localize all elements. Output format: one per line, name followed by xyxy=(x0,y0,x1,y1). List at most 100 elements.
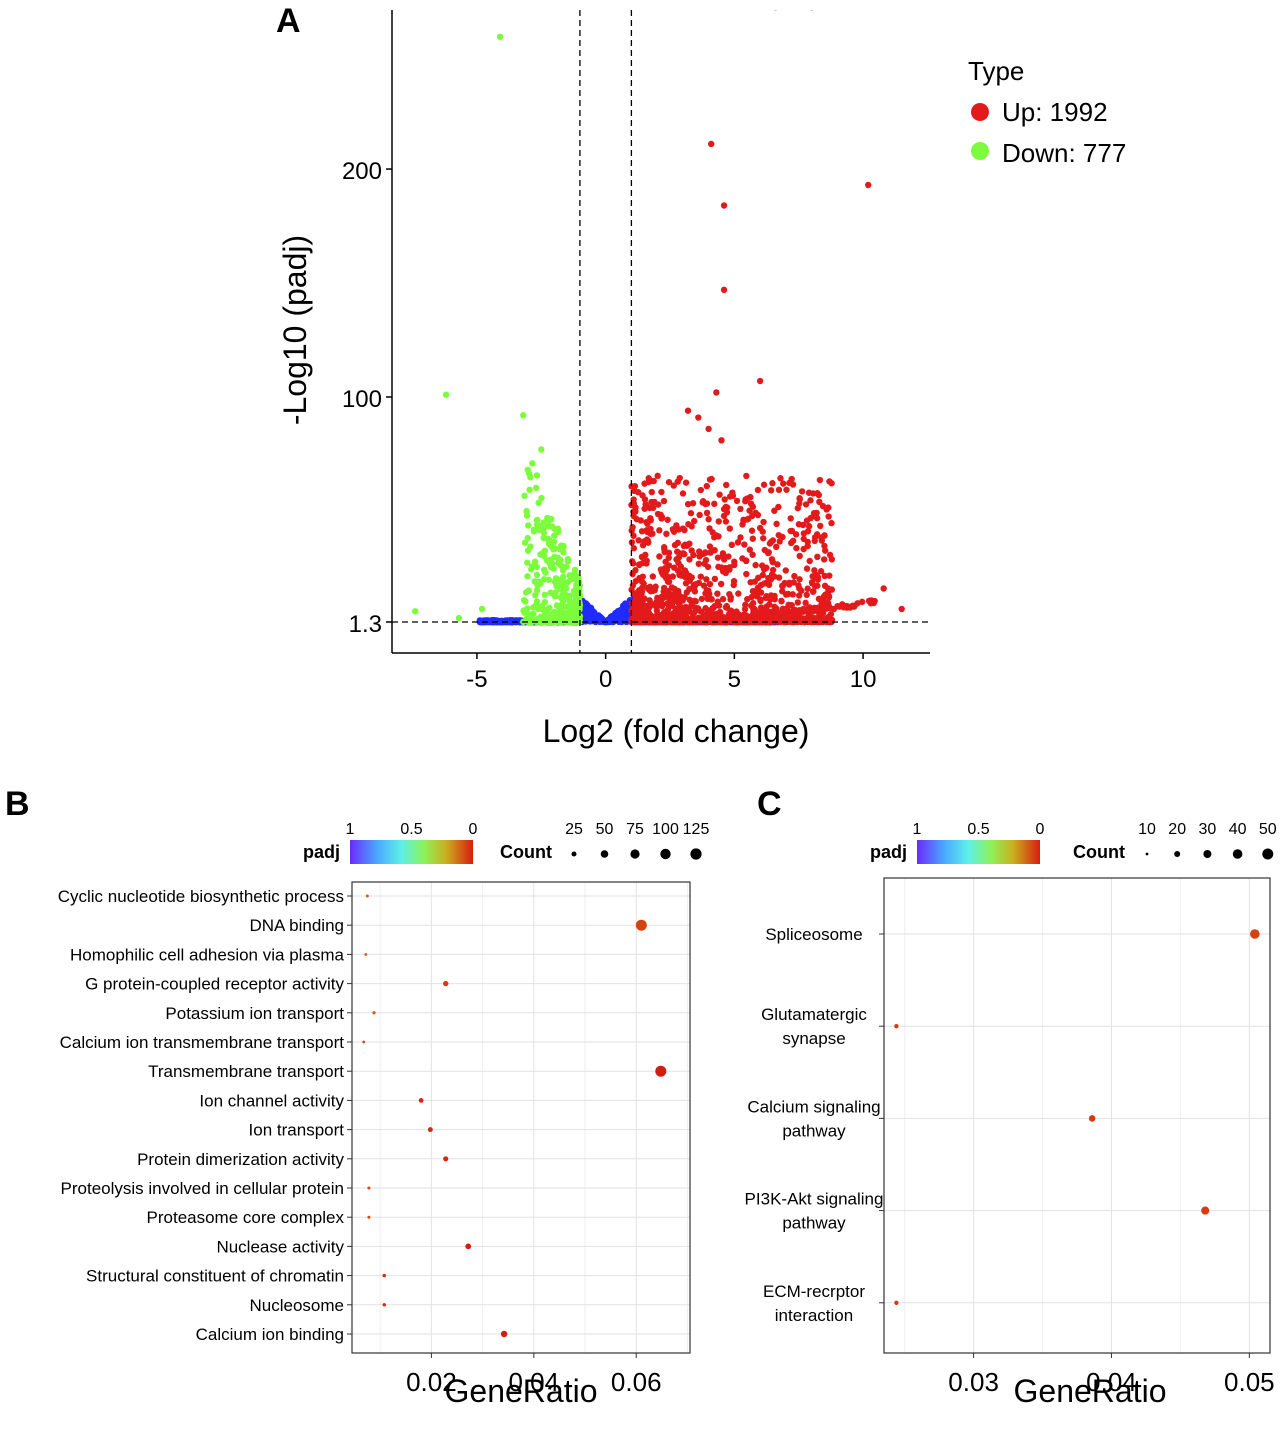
point-up xyxy=(645,475,652,482)
point-down xyxy=(534,580,542,587)
point-up xyxy=(796,496,803,503)
point-up xyxy=(751,578,759,585)
point-up xyxy=(675,595,682,602)
point-up xyxy=(795,584,803,592)
point-up xyxy=(714,590,721,597)
category-label: Potassium ion transport xyxy=(165,1004,344,1023)
point-down xyxy=(570,600,578,608)
point-up xyxy=(632,504,639,511)
point-down xyxy=(524,573,531,580)
point-up xyxy=(701,560,708,567)
point-up xyxy=(825,593,833,600)
point-up xyxy=(649,504,657,512)
category-label: Structural constituent of chromatin xyxy=(86,1267,344,1286)
point-up xyxy=(682,609,689,616)
point-up xyxy=(629,570,636,578)
point-up xyxy=(705,425,712,433)
point-up xyxy=(674,539,682,547)
point-up xyxy=(866,597,873,605)
point-up xyxy=(743,516,751,523)
point-up xyxy=(703,576,710,583)
point-up xyxy=(795,592,803,599)
point-up xyxy=(679,550,687,557)
point-up xyxy=(898,605,905,613)
panel-label-a: A xyxy=(276,2,301,40)
panel-label-c: C xyxy=(757,785,782,823)
point-up xyxy=(788,475,795,483)
point-up xyxy=(775,574,783,581)
point-up xyxy=(663,566,671,574)
point-up xyxy=(743,472,750,480)
count-size-marker xyxy=(630,849,640,859)
point-up xyxy=(669,526,677,533)
point-up xyxy=(739,555,746,562)
point-down xyxy=(532,591,539,599)
point-up xyxy=(814,604,822,611)
point-up xyxy=(771,507,778,514)
point-down xyxy=(520,412,527,419)
enrichment-dot xyxy=(655,1065,667,1077)
point-up xyxy=(722,518,730,525)
enrichment-dot xyxy=(1088,1115,1096,1122)
point-up xyxy=(773,543,780,551)
point-up xyxy=(642,502,650,509)
x-axis-title: GeneRatio xyxy=(1014,1373,1167,1409)
point-down xyxy=(534,516,541,524)
point-up xyxy=(794,599,802,606)
point-up xyxy=(702,500,709,508)
point-not-significant xyxy=(478,617,486,624)
enrichment-dot xyxy=(364,952,368,956)
point-up xyxy=(816,498,823,506)
point-up xyxy=(767,576,775,583)
category-label: Spliceosome xyxy=(765,925,862,944)
point-up xyxy=(814,573,821,581)
go-enrichment-dotplot: B padj 1 0.5 0 Count 25 50 75 100 125 Cyclic nucl… xyxy=(5,785,709,1409)
point-up xyxy=(628,558,636,565)
point-up xyxy=(662,574,670,582)
point-up xyxy=(662,558,669,565)
point-down xyxy=(532,484,540,492)
point-down xyxy=(538,494,545,502)
point-up xyxy=(690,609,698,617)
point-down xyxy=(525,522,532,529)
point-up xyxy=(756,377,764,385)
enrichment-dot xyxy=(465,1243,472,1250)
point-up xyxy=(658,569,666,576)
point-up xyxy=(757,604,765,611)
point-up xyxy=(711,575,719,583)
point-down xyxy=(564,578,572,586)
point-up xyxy=(714,554,722,561)
padj-colorbar xyxy=(350,840,473,864)
count-size-marker xyxy=(660,848,671,860)
point-up xyxy=(791,572,798,580)
category-label: Nuclease activity xyxy=(216,1237,344,1256)
category-label: Nucleosome xyxy=(250,1296,345,1315)
point-up xyxy=(644,539,652,546)
point-up xyxy=(679,490,687,497)
point-up xyxy=(695,414,702,421)
point-up xyxy=(669,591,677,598)
point-up xyxy=(809,588,817,595)
point-up xyxy=(723,481,730,489)
point-up xyxy=(707,140,715,148)
point-up xyxy=(821,532,828,539)
point-down xyxy=(560,549,567,556)
point-up xyxy=(743,570,750,578)
point-up xyxy=(807,497,814,504)
point-up xyxy=(821,572,828,580)
point-down xyxy=(541,591,549,599)
point-up xyxy=(702,605,709,612)
point-up xyxy=(706,525,713,532)
point-up xyxy=(630,545,638,552)
point-up xyxy=(830,605,838,613)
point-up xyxy=(865,181,872,189)
x-tick-label: 0 xyxy=(599,666,612,693)
point-up xyxy=(658,601,666,609)
count-size-marker xyxy=(1203,850,1212,858)
point-down xyxy=(554,554,561,561)
point-down xyxy=(533,563,540,571)
enrichment-dot xyxy=(365,894,369,898)
count-size-marker xyxy=(571,851,577,857)
point-up xyxy=(820,598,828,605)
point-down xyxy=(533,521,541,528)
